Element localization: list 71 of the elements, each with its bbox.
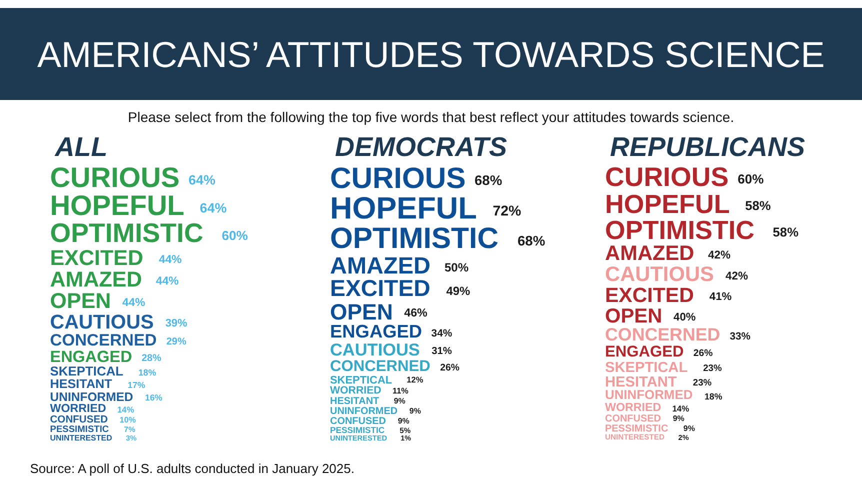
data-label: 23% [692, 378, 712, 388]
category-label: HESITANT [50, 377, 112, 392]
category-label: UNINFORMED [50, 390, 134, 404]
data-label: 31% [432, 346, 452, 358]
data-label: 72% [492, 203, 522, 220]
data-label: 42% [708, 250, 730, 262]
text: DEMOCRATS [335, 132, 507, 162]
category-label: ENGAGED [605, 343, 684, 360]
category-label: OPEN [50, 289, 111, 314]
category-label: WORRIED [605, 401, 662, 414]
category-label: WORRIED [50, 402, 106, 416]
text: AMERICANS’ ATTITUDES TOWARDS SCIENCE [37, 34, 825, 75]
category-label: UNINFORMED [330, 406, 398, 418]
data-label: 34% [431, 328, 453, 340]
category-label: CONCERNED [605, 324, 720, 345]
data-label: 33% [730, 331, 750, 342]
category-label: CURIOUS [50, 162, 180, 193]
data-label: 12% [406, 376, 424, 385]
data-label: 11% [392, 386, 410, 396]
data-label: 14% [672, 404, 690, 414]
data-label: 44% [156, 275, 179, 288]
category-label: EXCITED [605, 284, 694, 307]
category-label: PESSIMISTIC [50, 424, 110, 434]
category-label: CAUTIOUS [605, 262, 714, 286]
data-label: 44% [158, 254, 182, 266]
category-label: CONFUSED [50, 414, 108, 426]
data-label: 50% [444, 260, 469, 275]
data-label: 68% [474, 172, 502, 188]
data-label: 64% [188, 172, 216, 188]
data-label: 17% [128, 380, 146, 390]
data-label: 29% [166, 336, 186, 348]
data-label: 16% [145, 392, 163, 403]
category-label: AMAZED [605, 242, 694, 266]
data-label: 46% [404, 306, 428, 320]
data-label: 40% [674, 311, 696, 324]
category-label: CAUTIOUS [330, 340, 420, 360]
data-label: 39% [165, 318, 188, 330]
text: REPUBLICANS [610, 132, 806, 162]
data-label: 41% [709, 291, 732, 304]
category-label: HESITANT [330, 396, 380, 408]
category-label: CONFUSED [605, 414, 661, 425]
category-label: CONCERNED [330, 358, 430, 375]
text: ALL [54, 132, 108, 162]
data-label: 14% [117, 404, 135, 414]
data-label: 60% [222, 228, 248, 243]
category-label: CONFUSED [330, 416, 386, 428]
category-label: PESSIMISTIC [330, 425, 385, 436]
data-label: 28% [142, 352, 162, 364]
category-label: OPEN [605, 305, 662, 328]
category-label: WORRIED [330, 384, 382, 396]
data-label: 26% [693, 348, 714, 359]
source-note: Source: A poll of U.S. adults conducted in January 2025. [30, 461, 354, 476]
text: Please select from the following the top five words that best reflect your attitudes towards science. [128, 109, 734, 125]
category-label: SKEPTICAL [605, 360, 688, 376]
data-label: 64% [200, 200, 227, 216]
data-label: 23% [703, 363, 722, 374]
data-label: 58% [772, 224, 800, 240]
data-label: 18% [138, 367, 156, 378]
category-label: SKEPTICAL [330, 374, 392, 387]
data-label: 60% [738, 172, 764, 187]
category-label: AMAZED [50, 268, 142, 292]
data-label: 26% [440, 362, 460, 374]
data-label: 44% [122, 296, 146, 309]
data-label: 10% [120, 415, 136, 424]
category-label: PESSIMISTIC [605, 424, 668, 435]
data-label: 18% [704, 391, 722, 402]
category-label: EXCITED [50, 246, 144, 270]
data-label: 58% [745, 198, 772, 214]
data-label: 49% [446, 284, 471, 298]
data-label: 42% [725, 270, 748, 282]
data-label: 68% [517, 232, 546, 248]
